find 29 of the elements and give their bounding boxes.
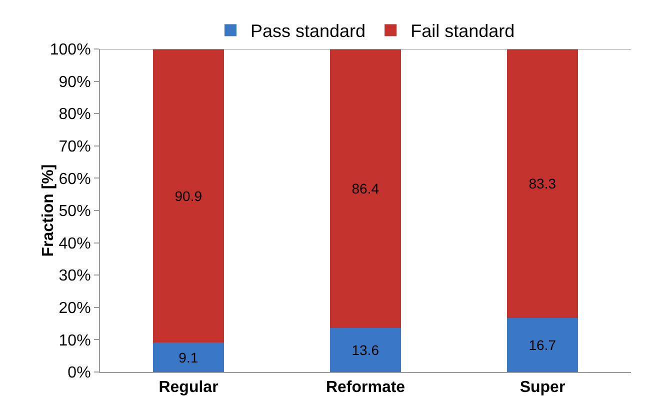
bar (153, 342, 224, 372)
data-label: 16.7 (528, 337, 556, 354)
data-label: 83.3 (528, 176, 556, 192)
x-tick-label: Reformate (326, 379, 406, 396)
data-label: 86.4 (352, 180, 380, 197)
bar (330, 328, 401, 372)
bar (507, 49, 578, 318)
y-tick-label: 30% (58, 268, 91, 285)
y-tick-label: 90% (58, 74, 91, 91)
y-tick-label: 100% (50, 42, 91, 59)
x-tick-label: Regular (158, 379, 218, 396)
y-tick-label: 40% (58, 235, 91, 252)
y-tick-label: 60% (58, 170, 91, 188)
y-axis-title: Fraction [%] (40, 164, 57, 257)
legend-label: Pass standard (250, 21, 366, 42)
y-tick-label: 10% (58, 332, 91, 350)
x-tick-label: Super (520, 379, 566, 396)
data-label: 13.6 (352, 342, 380, 358)
y-tick-label: 50% (58, 203, 91, 220)
bar (153, 49, 224, 343)
y-tick-label: 0% (68, 364, 91, 382)
bar (330, 49, 401, 328)
data-label: 90.9 (174, 188, 202, 204)
y-tick-label: 80% (58, 106, 91, 124)
data-label: 9.1 (178, 349, 198, 366)
y-tick-label: 70% (58, 138, 91, 156)
bar (507, 318, 578, 372)
y-tick-label: 20% (58, 300, 91, 317)
legend-label: Fail standard (410, 21, 515, 42)
